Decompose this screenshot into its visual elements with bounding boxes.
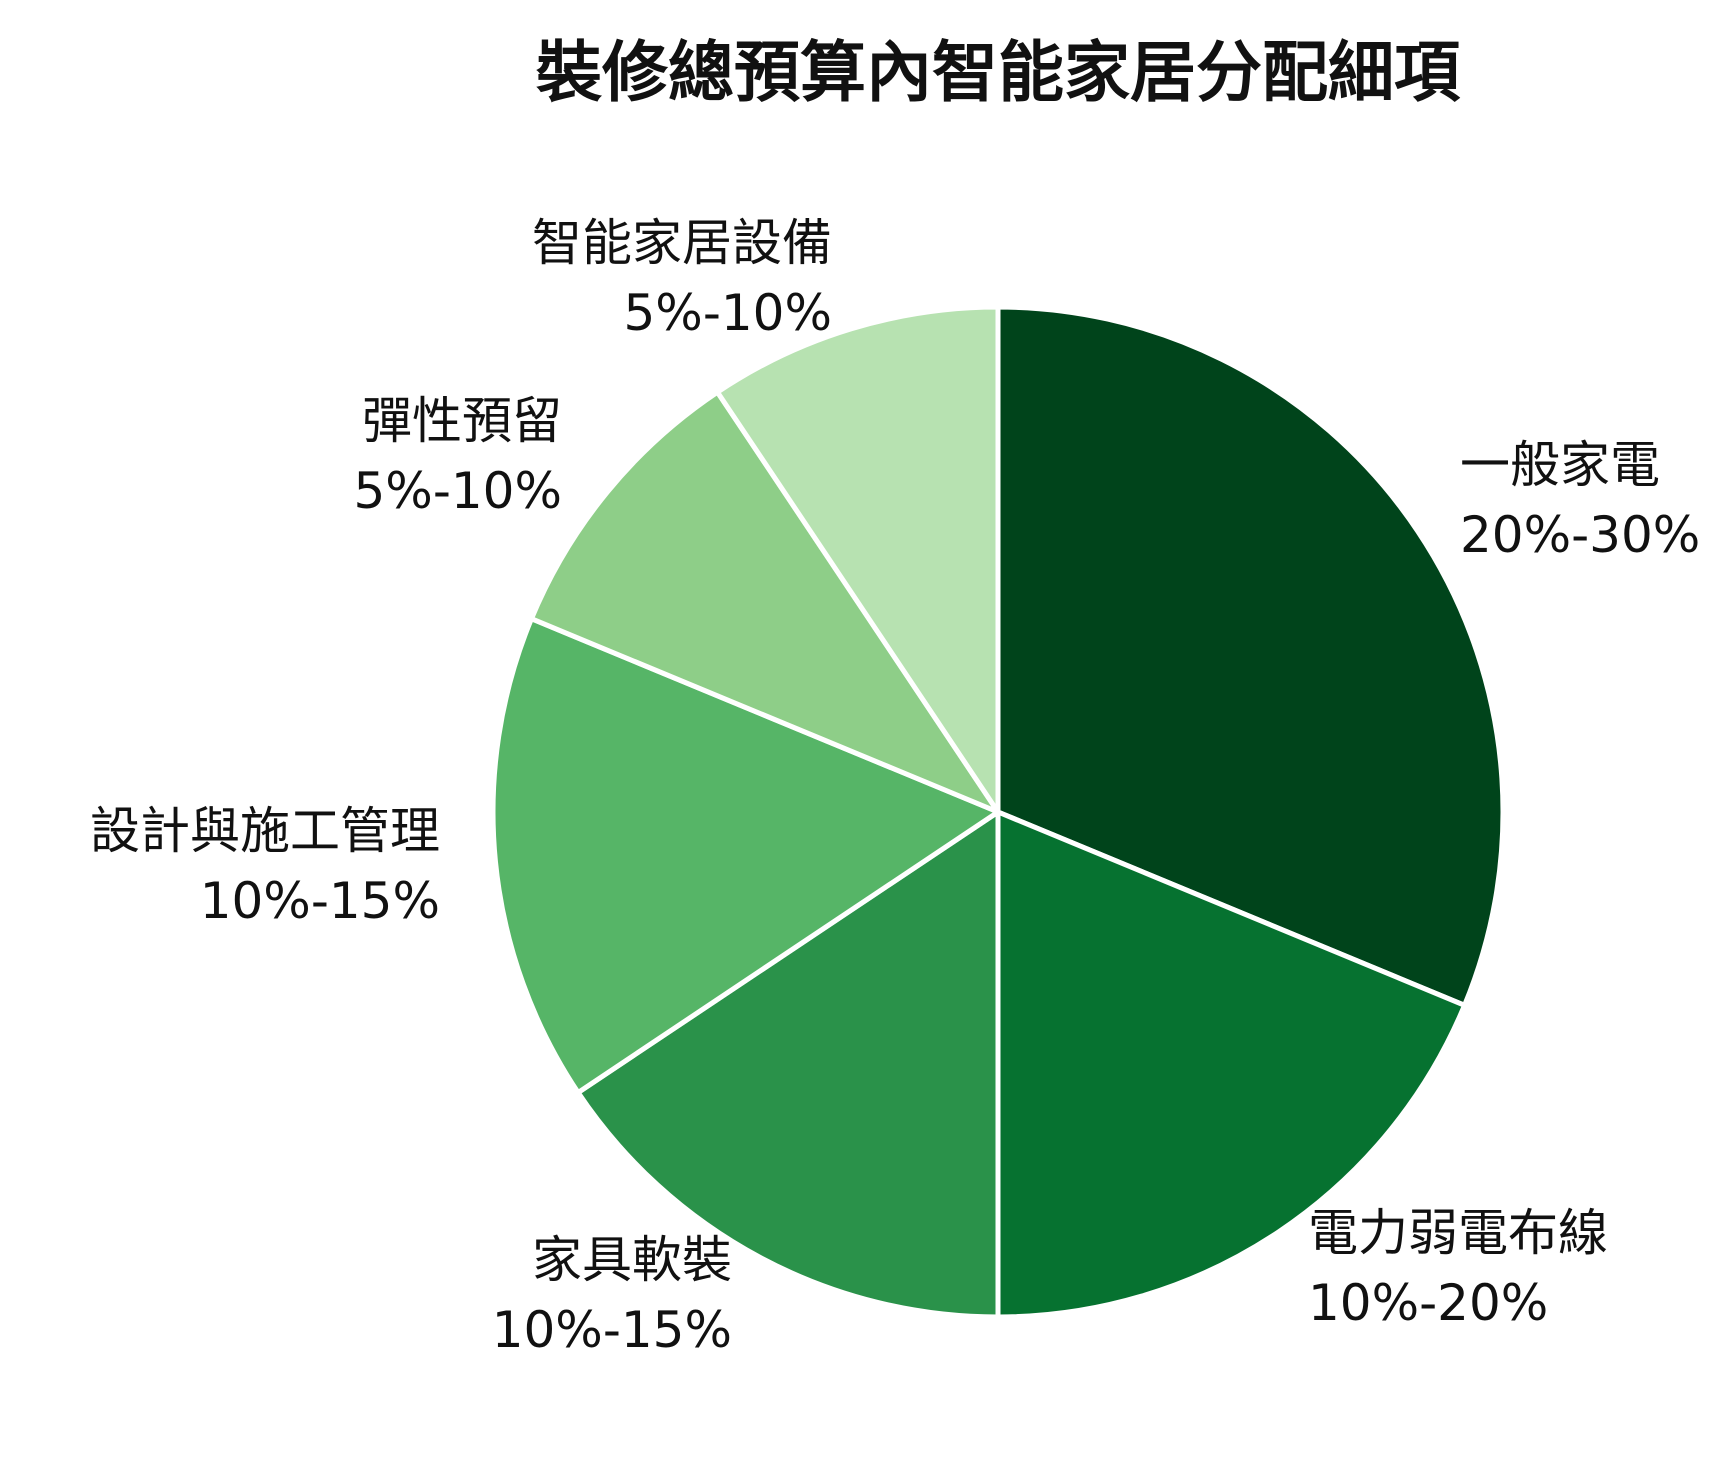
slice-label-3: 家具軟裝 [532,1231,732,1289]
slice-range-label-2: 10%-20% [1308,1274,1548,1332]
pie-slice-3 [575,809,1001,1320]
slice-range-label-4: 10%-15% [200,872,440,930]
pie-slice-5 [528,389,1001,815]
slice-label-5: 彈性預留 [362,392,562,450]
slice-range-label-1: 20%-30% [1460,506,1700,564]
pie-slice-6 [714,304,1001,815]
pie-slices [490,304,1506,1320]
slice-label-1: 一般家電 [1460,436,1660,494]
pie-slice-1 [995,304,1506,1008]
chart-title: 裝修總預算內智能家居分配細項 [536,34,1461,111]
slice-range-label-3: 10%-15% [492,1301,732,1359]
pie-labels: 一般家電 20%-30% 電力弱電布線 10%-20% 家具軟裝 10%-15% 設計與施工… [90,214,1700,1359]
slice-label-4: 設計與施工管理 [90,802,440,860]
slice-label-2: 電力弱電布線 [1308,1204,1608,1262]
slice-range-label-5: 5%-10% [354,462,563,520]
slice-range-label-6: 5%-10% [624,284,833,342]
slice-label-6: 智能家居設備 [532,214,832,272]
pie-slice-4 [490,616,1001,1096]
pie-slice-2 [995,809,1468,1320]
